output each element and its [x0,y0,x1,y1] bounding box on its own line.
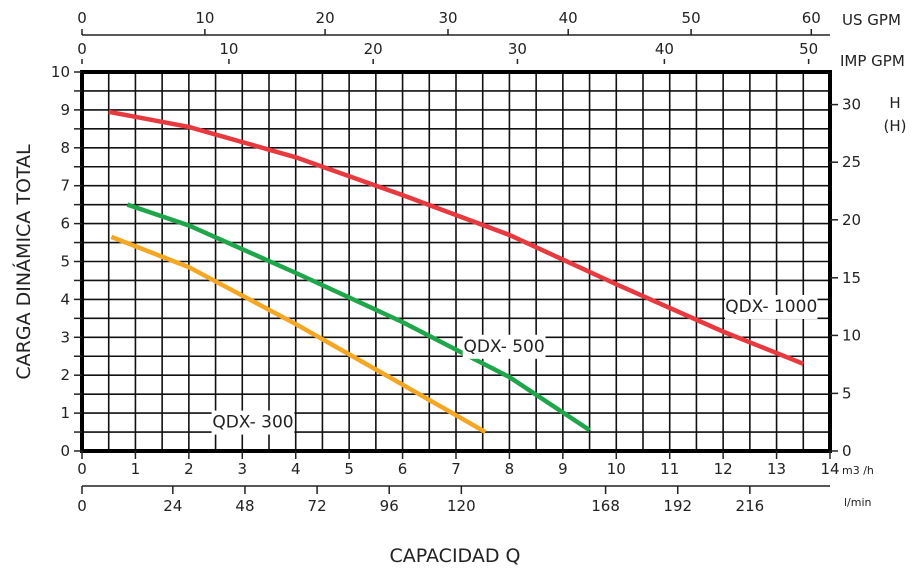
series-label: QDX- 300 [212,413,293,433]
x-tick-label: 2 [184,460,194,478]
right-tick-label: 20 [842,211,861,229]
y-tick-label: 0 [60,442,70,460]
y-tick-label: 8 [60,139,70,157]
lmin-tick-label: 96 [380,497,399,515]
imp-gpm-tick-label: 50 [799,40,818,58]
us-gpm-unit-label: US GPM [842,11,901,29]
y-axis-title: CARGA DINÁMICA TOTAL [12,144,35,380]
y-tick-label: 3 [60,328,70,346]
series-label-background [725,294,818,319]
x-tick-label: 3 [238,460,248,478]
lmin-tick-label: 0 [77,497,87,515]
imp-gpm-tick-label: 40 [655,40,674,58]
us-gpm-tick-label: 0 [77,9,87,27]
lmin-tick-label: 120 [447,497,476,515]
us-gpm-tick-label: 20 [316,9,335,27]
right-tick-label: 25 [842,153,861,171]
series-label: QDX- 1000 [725,297,817,317]
y-tick-label: 4 [60,290,70,308]
lmin-tick-label: 24 [163,497,182,515]
y-tick-label: 6 [60,215,70,233]
lmin-tick-label: 216 [736,497,765,515]
x-tick-label: 7 [451,460,461,478]
y-tick-label: 9 [60,101,70,119]
lmin-unit-label: l/min [844,496,872,509]
x-tick-label: 11 [660,460,679,478]
x-tick-label: 0 [77,460,87,478]
imp-gpm-unit-label: IMP GPM [840,52,905,70]
lmin-tick-label: 192 [663,497,692,515]
imp-gpm-tick-label: 10 [219,40,238,58]
series-label: QDX- 500 [463,337,544,357]
x-tick-label: 6 [398,460,408,478]
x-tick-label: 9 [558,460,568,478]
right-unit-sublabel: (H) [884,117,907,135]
series-label-background [462,334,546,359]
x-tick-label: 14 [820,460,839,478]
right-tick-label: 15 [842,269,861,287]
lmin-tick-label: 72 [308,497,327,515]
imp-gpm-tick-label: 20 [364,40,383,58]
imp-gpm-tick-label: 30 [508,40,527,58]
x-tick-label: 4 [291,460,301,478]
us-gpm-tick-label: 30 [438,9,457,27]
us-gpm-tick-label: 10 [195,9,214,27]
us-gpm-tick-label: 40 [559,9,578,27]
y-tick-label: 1 [60,404,70,422]
x-tick-label: 8 [505,460,515,478]
curve-qdx-500 [126,202,591,433]
x-tick-label: 1 [131,460,141,478]
x-tick-label: 13 [767,460,786,478]
right-unit-label: H [889,94,900,112]
series-label-background [211,410,295,435]
y-tick-label: 7 [60,177,70,195]
y-tick-label: 10 [51,63,70,81]
lmin-tick-label: 168 [591,497,620,515]
us-gpm-tick-label: 50 [682,9,701,27]
y-tick-label: 2 [60,366,70,384]
us-gpm-tick-label: 60 [802,9,821,27]
right-tick-label: 10 [842,326,861,344]
x-tick-label: 12 [714,460,733,478]
imp-gpm-tick-label: 0 [77,40,87,58]
right-tick-label: 30 [842,96,861,114]
curve-qdx-300 [110,234,487,435]
right-tick-label: 5 [842,384,852,402]
x-unit-label: m3 /h [842,464,874,477]
x-axis-title: CAPACIDAD Q [390,545,521,567]
right-tick-label: 0 [842,442,852,460]
curve-qdx-1000 [108,109,805,366]
lmin-tick-label: 48 [235,497,254,515]
x-tick-label: 5 [344,460,354,478]
x-tick-label: 10 [607,460,626,478]
y-tick-label: 5 [60,253,70,271]
